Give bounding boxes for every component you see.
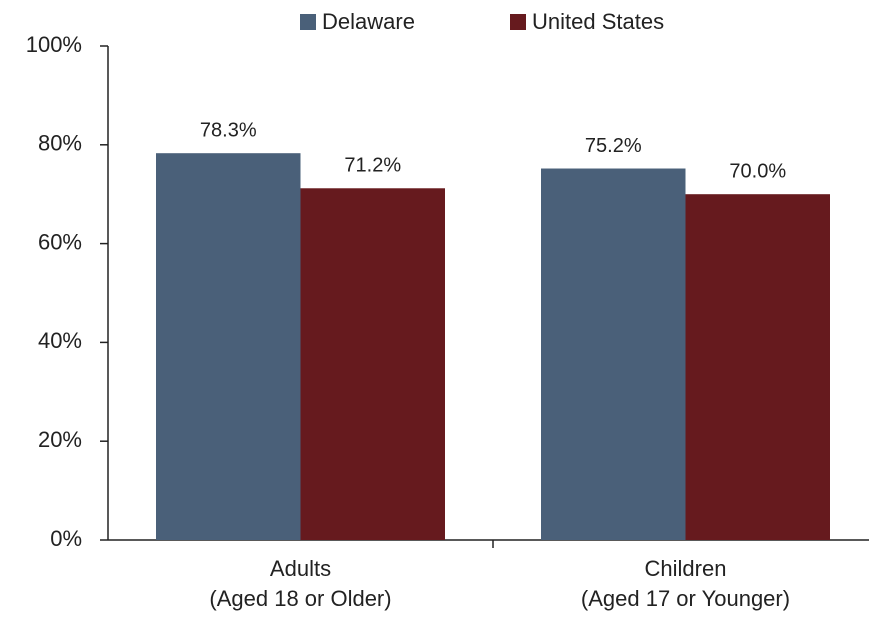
y-tick-label: 80% [38, 131, 82, 156]
value-label: 78.3% [200, 119, 257, 141]
legend-label: United States [532, 9, 664, 34]
legend-swatch [300, 14, 316, 30]
value-label: 71.2% [344, 155, 401, 177]
y-tick-label: 0% [50, 526, 82, 551]
bar [156, 153, 301, 540]
x-tick-label: Adults (Aged 18 or Older) [209, 556, 391, 611]
legend-swatch [510, 14, 526, 30]
x-tick-label-line: (Aged 17 or Younger) [581, 586, 790, 611]
bar [541, 168, 686, 540]
y-tick-label: 100% [26, 32, 82, 57]
legend-label: Delaware [322, 9, 415, 34]
value-label: 75.2% [585, 135, 642, 157]
value-label: 70.0% [729, 160, 786, 182]
bar [685, 194, 830, 540]
y-tick-label: 40% [38, 328, 82, 353]
y-tick-label: 60% [38, 229, 82, 254]
x-tick-label-line: Adults [270, 556, 331, 581]
y-tick-label: 20% [38, 427, 82, 452]
x-tick-label: Children (Aged 17 or Younger) [581, 556, 790, 611]
x-tick-label-line: Children [645, 556, 727, 581]
x-tick-label-line: (Aged 18 or Older) [209, 586, 391, 611]
bar [300, 188, 445, 540]
